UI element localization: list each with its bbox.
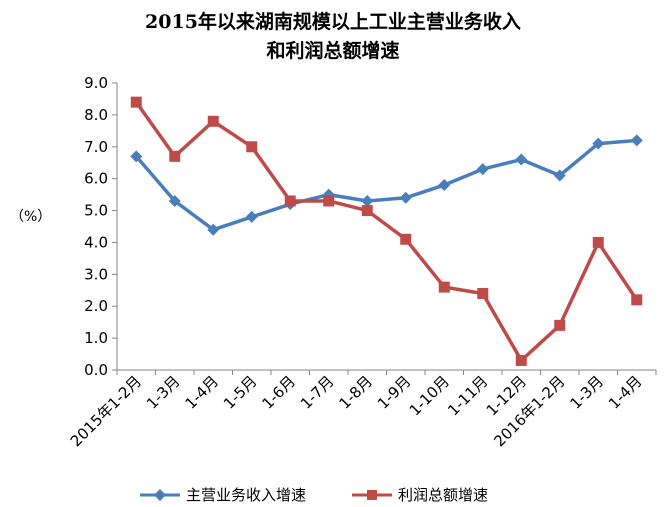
data-point-profit <box>323 195 335 207</box>
data-point-revenue <box>515 153 528 166</box>
chart-title: 2015年以来湖南规模以上工业主营业务收入 <box>145 11 521 33</box>
legend-square-icon <box>352 489 393 500</box>
series-line-0 <box>134 138 637 232</box>
x-tick-label: 1-3月 <box>566 372 607 413</box>
y-tick-label: 1.0 <box>84 329 108 347</box>
y-tick-label: 4.0 <box>84 233 108 251</box>
data-point-revenue <box>553 169 566 182</box>
data-point-revenue <box>207 223 220 236</box>
line-chart: 0.0 1.0 2.0 3.0 4.0 5.0 6.0 7.0 8.0 9.0 （%） 2015年1-… <box>10 74 657 450</box>
data-point-revenue <box>168 194 181 207</box>
data-point-profit <box>400 233 412 245</box>
data-point-revenue <box>592 137 605 150</box>
data-point-profit <box>631 294 643 306</box>
data-point-profit <box>246 141 258 153</box>
series-line-1 <box>134 101 639 363</box>
y-tick-label: 2.0 <box>84 297 108 315</box>
data-point-profit <box>361 205 373 217</box>
data-point-revenue <box>438 179 451 192</box>
y-tick-label: 3.0 <box>84 265 108 283</box>
data-point-profit <box>130 96 142 108</box>
data-point-profit <box>207 115 219 127</box>
x-tick-label: 1-7月 <box>297 372 338 413</box>
data-point-revenue <box>130 150 143 163</box>
legend-item-profit: 利润总额增速 <box>352 484 488 505</box>
chart-subtitle: 和利润总额增速 <box>266 40 400 62</box>
legend-label-profit: 利润总额增速 <box>398 486 489 504</box>
data-point-revenue <box>245 210 258 223</box>
x-tick-label: 1-3月 <box>143 372 184 413</box>
x-tick-label: 2015年1-2月 <box>67 372 145 450</box>
data-point-revenue <box>361 194 374 207</box>
y-axis-label: （%） <box>10 209 51 225</box>
x-tick-label: 1-5月 <box>220 372 261 413</box>
data-point-revenue <box>399 191 412 204</box>
y-tick-label: 9.0 <box>84 74 108 92</box>
data-point-profit <box>592 236 604 248</box>
legend-label-revenue: 主营业务收入增速 <box>186 486 307 504</box>
chart-legend: 主营业务收入增速 利润总额增速 <box>140 484 534 505</box>
x-tick-label: 1-11月 <box>444 372 491 419</box>
y-tick-label: 0.0 <box>84 361 108 379</box>
data-point-profit <box>169 150 181 162</box>
y-tick-label: 8.0 <box>84 106 108 124</box>
x-tick-label: 1-6月 <box>258 372 299 413</box>
data-point-revenue <box>630 134 643 147</box>
x-tick-label: 1-10月 <box>406 372 453 419</box>
data-point-revenue <box>476 163 489 176</box>
y-tick-label: 5.0 <box>84 202 108 220</box>
data-point-profit <box>284 195 296 207</box>
data-point-profit <box>477 287 489 299</box>
legend-diamond-icon <box>140 488 180 501</box>
x-tick-label: 1-4月 <box>181 372 222 413</box>
data-point-profit <box>515 354 527 366</box>
x-tick-label: 1-8月 <box>335 372 376 413</box>
legend-item-revenue: 主营业务收入增速 <box>140 484 306 505</box>
y-tick-label: 6.0 <box>84 170 108 188</box>
y-tick-label: 7.0 <box>84 138 108 156</box>
data-point-profit <box>554 319 566 331</box>
data-point-profit <box>438 281 450 293</box>
x-tick-label: 1-4月 <box>605 372 646 413</box>
